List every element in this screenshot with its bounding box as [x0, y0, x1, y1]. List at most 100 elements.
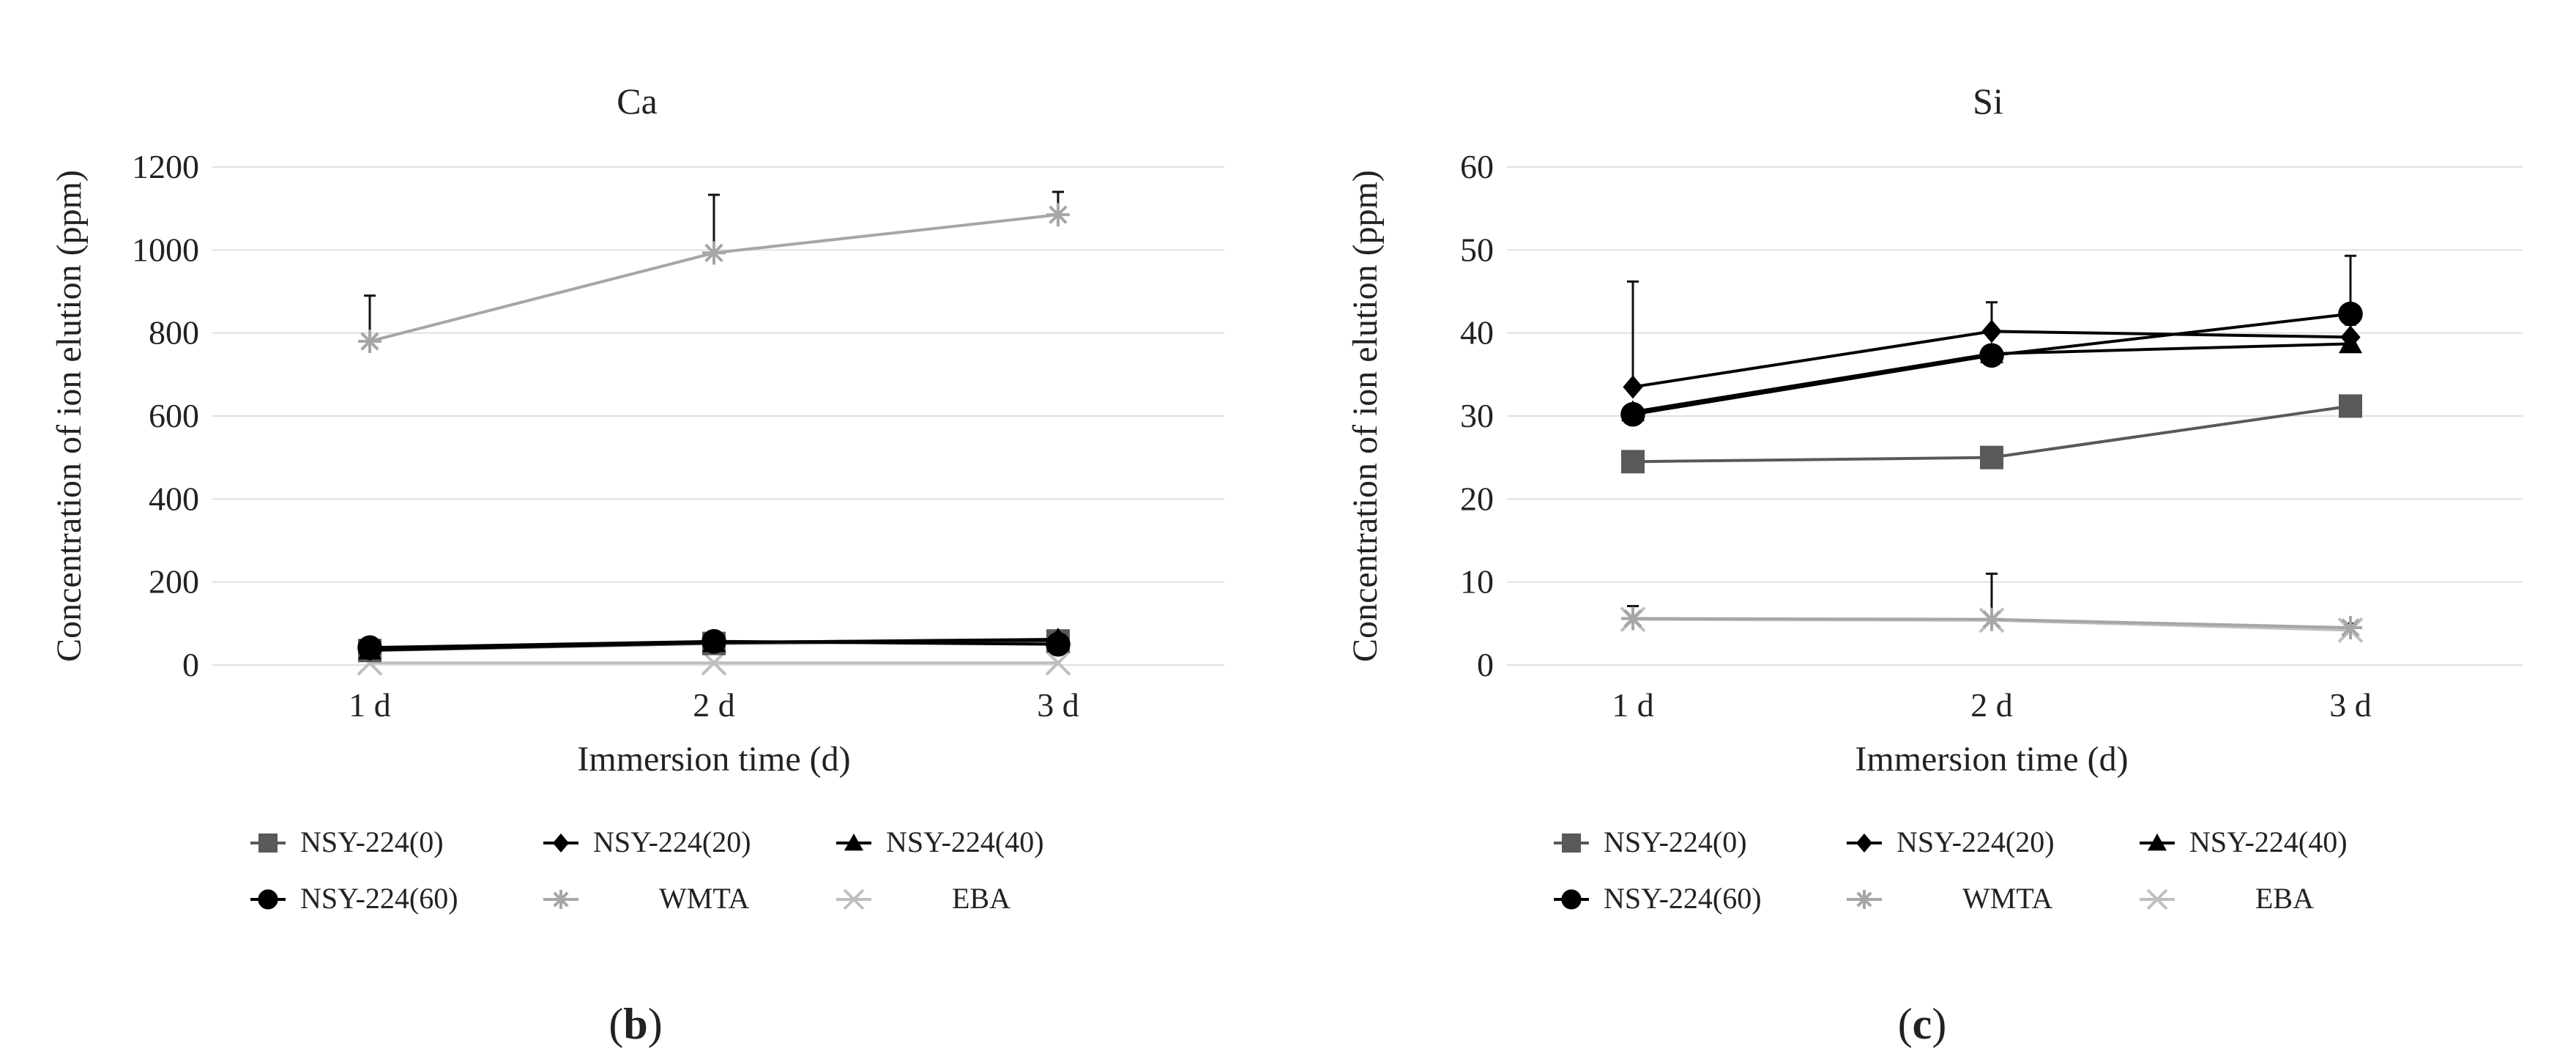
legend-label: NSY-224(0) — [1604, 825, 1747, 858]
legend-marker — [1855, 833, 1873, 853]
y-tick-label: 400 — [149, 480, 199, 517]
legend-marker — [844, 833, 863, 851]
series-nsy-224-60 — [357, 628, 1071, 660]
legend-label: NSY-224(60) — [300, 882, 458, 915]
caption-letter: c — [1913, 1000, 1932, 1048]
x-tick-label: 2 d — [1970, 686, 2013, 724]
y-tick-label: 0 — [182, 646, 199, 683]
y-tick-label: 30 — [1460, 397, 1494, 434]
data-point — [1620, 401, 1645, 427]
panel-caption: (c) — [1898, 1000, 1947, 1048]
caption-close: ) — [1932, 1000, 1946, 1048]
data-point — [1623, 375, 1643, 399]
legend: NSY-224(0) NSY-224(20) NSY-224(40) NSY-224(… — [1554, 825, 2348, 915]
series-nsy-224-0 — [1621, 394, 2362, 474]
legend-item-wmta: WMTA — [543, 882, 750, 915]
legend-item-nsy-224-40: NSY-224(40) — [2140, 825, 2348, 858]
data-point — [701, 628, 726, 654]
x-tick-label: 1 d — [349, 686, 391, 724]
legend-marker — [2146, 888, 2168, 910]
legend-item-nsy-224-0: NSY-224(0) — [250, 825, 444, 858]
legend-label: EBA — [952, 882, 1010, 915]
legend-label: EBA — [2255, 882, 2314, 915]
legend-item-nsy-224-20: NSY-224(20) — [543, 825, 751, 858]
x-tick-label: 2 d — [693, 686, 735, 724]
legend-label: NSY-224(20) — [1896, 825, 2055, 858]
data-point — [358, 330, 381, 353]
y-tick-label: 40 — [1460, 314, 1494, 352]
data-point — [702, 241, 726, 265]
series-nsy-224-20 — [1623, 280, 2361, 399]
data-point — [1980, 607, 2003, 631]
error-bar — [1627, 280, 1639, 387]
legend-item-nsy-224-20: NSY-224(20) — [1847, 825, 2055, 858]
y-tick-label: 200 — [149, 563, 199, 601]
legend-item-nsy-224-60: NSY-224(60) — [1554, 882, 1762, 915]
caption-letter: b — [623, 1000, 647, 1048]
data-point — [2339, 616, 2362, 639]
series-nsy-224-60 — [1620, 254, 2363, 427]
y-tick-label: 1200 — [132, 148, 199, 185]
x-tick-label: 1 d — [1612, 686, 1654, 724]
y-tick-label: 600 — [149, 397, 199, 434]
x-axis-title: Immersion time (d) — [1855, 740, 2128, 779]
legend-item-nsy-224-40: NSY-224(40) — [836, 825, 1044, 858]
legend-label: NSY-224(40) — [2189, 825, 2348, 858]
legend-item-eba: EBA — [2140, 882, 2314, 915]
legend-item-eba: EBA — [836, 882, 1010, 915]
data-point — [1979, 343, 2004, 368]
y-tick-label: 10 — [1460, 563, 1494, 601]
data-point — [1621, 450, 1645, 474]
chart-si: Si 0 10 20 30 40 50 60 1 d 2 d 3 d Concentration of… — [1346, 81, 2523, 1048]
caption-open: ( — [1898, 1000, 1913, 1048]
legend-marker — [552, 833, 570, 853]
panel-caption: (b) — [608, 1000, 662, 1048]
legend-marker — [258, 833, 278, 853]
data-point — [1981, 319, 2002, 344]
legend-item-nsy-224-60: NSY-224(60) — [250, 882, 458, 915]
legend-label: NSY-224(40) — [886, 825, 1044, 858]
series-wmta — [1621, 572, 2362, 639]
y-tick-label: 800 — [149, 314, 199, 352]
legend: NSY-224(0) NSY-224(20) NSY-224(40) NSY-224(… — [250, 825, 1044, 915]
data-point — [1045, 650, 1071, 676]
legend-marker — [1855, 890, 1874, 909]
data-point — [2340, 325, 2361, 349]
legend-marker — [1561, 889, 1582, 910]
legend-label: WMTA — [659, 882, 750, 915]
legend-marker — [843, 888, 865, 910]
data-point — [1980, 445, 2003, 469]
x-axis-title: Immersion time (d) — [577, 740, 850, 779]
legend-label: WMTA — [1962, 882, 2053, 915]
legend-label: NSY-224(0) — [300, 825, 444, 858]
x-tick-label: 3 d — [1037, 686, 1079, 724]
legend-marker — [1562, 833, 1581, 853]
y-tick-label: 0 — [1477, 646, 1494, 683]
data-point — [2338, 301, 2363, 327]
chart-title: Ca — [617, 81, 658, 122]
data-point — [1046, 203, 1070, 227]
legend-label: NSY-224(60) — [1604, 882, 1762, 915]
caption-open: ( — [608, 1000, 623, 1048]
y-tick-label: 20 — [1460, 480, 1494, 517]
data-point — [1621, 606, 1645, 631]
y-axis-title: Concentration of ion elution (ppm) — [1346, 170, 1385, 662]
chart-ca: Ca 0 200 400 600 800 1000 1200 1 d 2 d 3 d Concentr… — [50, 81, 1224, 1048]
caption-close: ) — [648, 1000, 663, 1048]
legend-item-wmta: WMTA — [1847, 882, 2053, 915]
y-axis-title: Concentration of ion elution (ppm) — [50, 170, 89, 662]
legend-marker — [2148, 833, 2167, 851]
legend-marker — [551, 890, 570, 909]
x-tick-label: 3 d — [2329, 686, 2372, 724]
y-tick-label: 50 — [1460, 231, 1494, 268]
legend-marker — [258, 889, 278, 910]
y-tick-label: 1000 — [132, 231, 199, 268]
y-tick-label: 60 — [1460, 148, 1494, 185]
data-point — [357, 635, 382, 660]
legend-item-nsy-224-0: NSY-224(0) — [1554, 825, 1747, 858]
series-wmta — [358, 190, 1070, 353]
data-point — [1046, 631, 1071, 657]
data-point — [2339, 394, 2362, 418]
